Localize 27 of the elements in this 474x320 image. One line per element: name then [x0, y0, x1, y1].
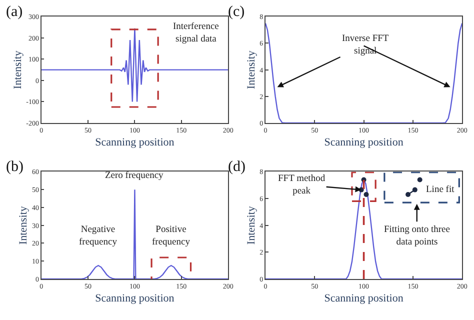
annotation: Fitting onto three data points: [384, 225, 450, 248]
chart-title: (b): [6, 159, 24, 175]
annotation: FFT method peak: [278, 174, 326, 196]
annotation: Interference signal data: [173, 22, 219, 44]
line-series: [41, 28, 228, 102]
y-axis-title: Intensity: [245, 206, 258, 245]
chart-title: (d): [228, 159, 246, 175]
chart-title: (a): [6, 4, 23, 20]
y-axis-title: Intensity: [12, 50, 24, 90]
annotation: Line fit: [426, 185, 455, 195]
y-axis-title: Intensity: [18, 206, 30, 245]
line-series: [265, 22, 462, 123]
y-axis-title: Intensity: [245, 50, 258, 90]
point: [417, 177, 422, 182]
annotation: Positive frequency: [152, 225, 190, 248]
point: [412, 187, 418, 192]
x-axis-title: Scanning position: [324, 292, 404, 304]
line-series: [41, 188, 228, 279]
point: [364, 192, 369, 197]
x-axis-title: Scanning position: [95, 292, 175, 304]
annotation: Negative frequency: [79, 225, 118, 248]
chart-title: (c): [228, 4, 245, 20]
annotation: Zero frequency: [105, 171, 164, 181]
x-axis-title: Scanning position: [95, 136, 175, 148]
annotation: Inverse FFT signal: [342, 34, 389, 56]
point: [406, 192, 411, 197]
x-axis-title: Scanning position: [324, 136, 404, 148]
